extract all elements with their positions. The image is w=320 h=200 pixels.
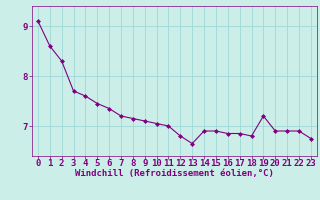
X-axis label: Windchill (Refroidissement éolien,°C): Windchill (Refroidissement éolien,°C) <box>75 169 274 178</box>
